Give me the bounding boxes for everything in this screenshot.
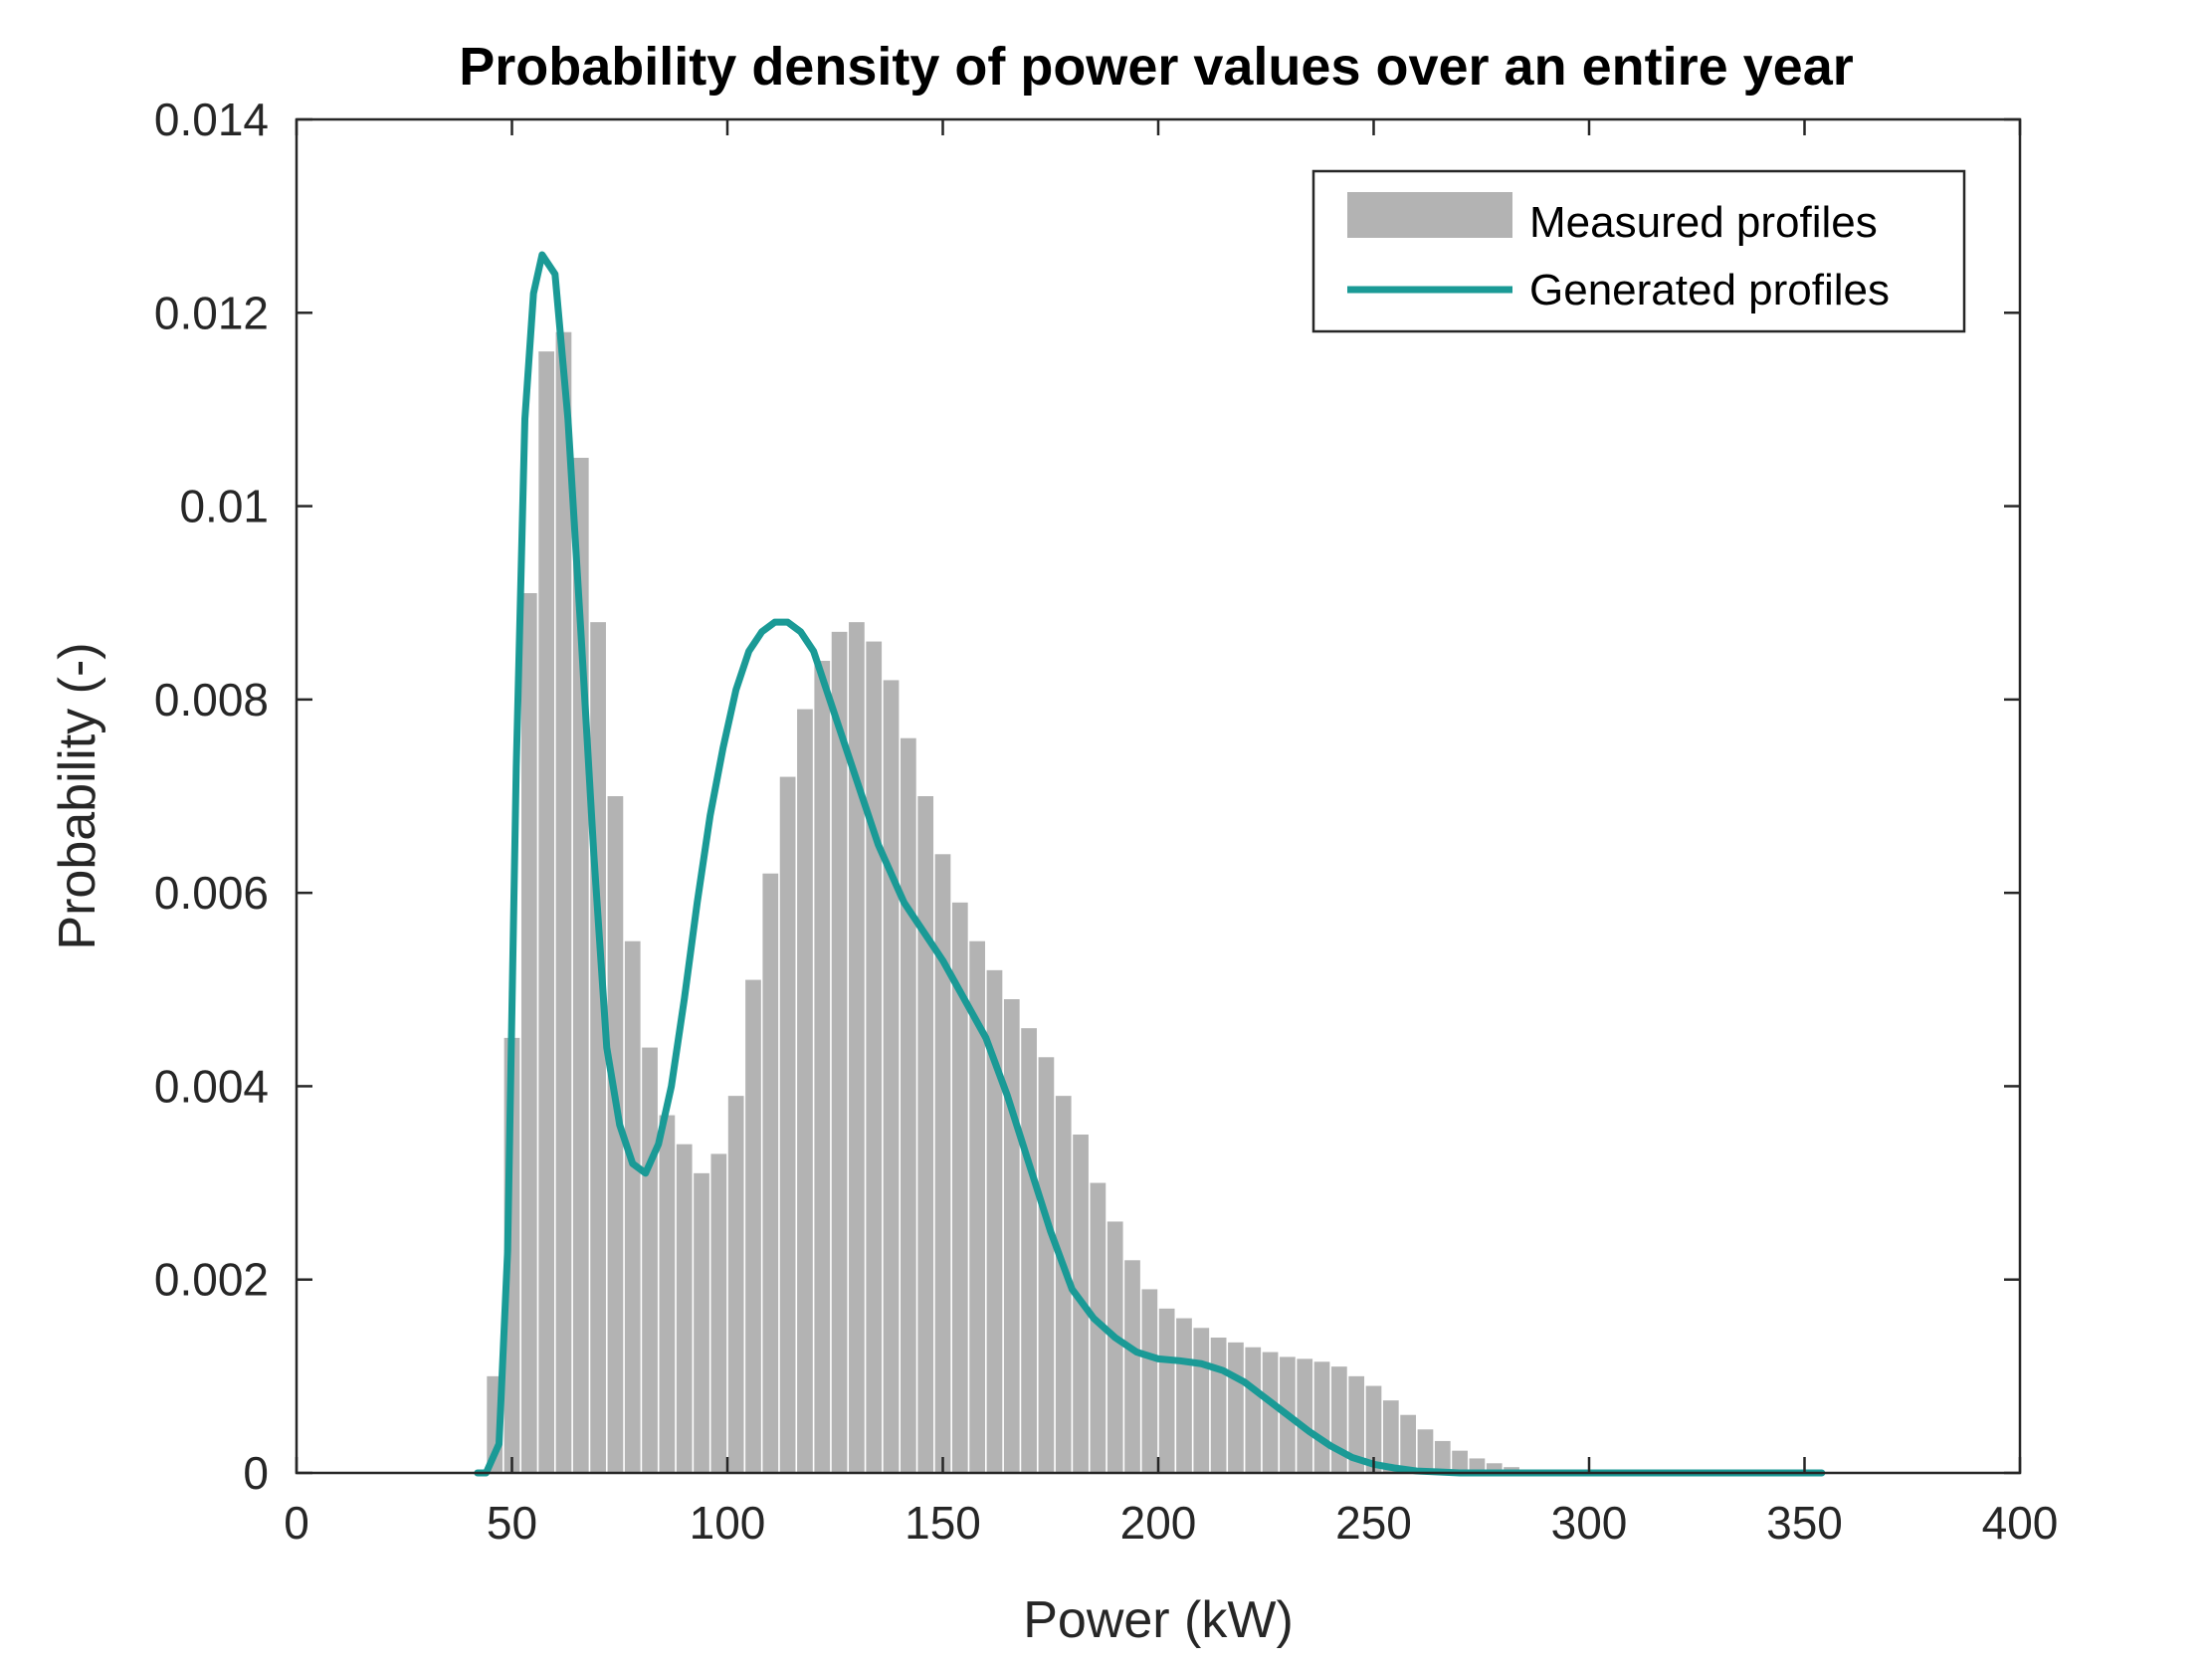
measured-bar [1003,999,1020,1473]
measured-bar [883,680,900,1473]
measured-bar [727,1096,744,1473]
measured-bar [1228,1342,1244,1473]
measured-bar [1365,1385,1382,1473]
measured-bars-layer [487,331,1554,1474]
measured-bar [624,940,641,1473]
x-tick-label: 400 [1982,1497,2059,1549]
measured-bar [642,1047,658,1473]
x-tick-label: 200 [1120,1497,1197,1549]
measured-bar [1486,1463,1503,1473]
legend: Measured profiles Generated profiles [1311,169,1966,333]
chart-title: Probability density of power values over… [459,37,1853,97]
measured-bar [1452,1450,1468,1473]
measured-bar [1469,1458,1486,1473]
measured-bar [538,351,554,1473]
measured-bar [901,737,916,1473]
measured-bar [866,641,883,1473]
measured-bar [951,902,968,1473]
x-tick-label: 150 [905,1497,981,1549]
y-tick-label: 0.008 [154,674,269,726]
x-tick-label: 350 [1766,1497,1843,1549]
measured-bar [1417,1429,1434,1473]
measured-bar [710,1153,727,1473]
x-tick-label: 250 [1335,1497,1412,1549]
measured-bar [1297,1358,1313,1473]
x-axis-label: Power (kW) [1023,1591,1294,1649]
measured-bar [1434,1440,1451,1473]
x-tick-label: 300 [1551,1497,1628,1549]
measured-bar [1158,1308,1175,1473]
measured-bar [1106,1221,1123,1473]
y-tick-label: 0.012 [154,287,269,338]
measured-bar [1090,1182,1106,1473]
measured-bar [1400,1414,1416,1473]
legend-generated-label: Generated profiles [1529,266,1890,314]
measured-bar [659,1115,676,1473]
measured-bar [1262,1352,1279,1473]
measured-bar [1348,1375,1365,1473]
y-axis-label: Probability (-) [49,642,106,949]
measured-bar [555,331,572,1474]
measured-bar [917,796,934,1473]
measured-bar [762,873,779,1473]
measured-bar [934,854,951,1473]
legend-measured-swatch [1347,192,1512,238]
measured-bar [779,776,796,1473]
measured-bar [1176,1318,1192,1473]
measured-bar [1055,1096,1072,1473]
measured-bar [1038,1057,1055,1473]
measured-bar [831,631,848,1473]
y-tick-label: 0.014 [154,94,269,145]
x-tick-label: 50 [487,1497,537,1549]
measured-bar [694,1172,709,1473]
measured-bar [1124,1260,1140,1473]
measured-bar [969,940,985,1473]
legend-measured-label: Measured profiles [1529,198,1878,247]
y-tick-label: 0 [243,1447,269,1499]
y-tick-label: 0.006 [154,867,269,919]
measured-bar [520,593,537,1473]
measured-bar [607,796,624,1473]
measured-bar [1245,1347,1262,1473]
measured-bar [1210,1338,1227,1473]
measured-bar [814,661,831,1473]
measured-bar [986,969,1003,1473]
measured-bar [1382,1400,1399,1473]
axes-layer: 0 50 100 150 200 250 300 350 400 0 0.002 0.004 0.006… [154,94,2059,1549]
measured-bar [849,622,865,1473]
measured-bar [797,709,813,1473]
x-tick-label: 100 [690,1497,766,1549]
y-tick-label: 0.01 [179,481,269,532]
y-tick-label: 0.004 [154,1060,269,1112]
measured-bar [1021,1028,1037,1473]
measured-bar [1193,1328,1210,1473]
y-tick-label: 0.002 [154,1254,269,1306]
measured-bar [676,1144,693,1473]
x-tick-label: 0 [284,1497,309,1549]
measured-bar [1313,1361,1330,1473]
measured-bar [1141,1289,1158,1473]
measured-bar [745,979,761,1473]
